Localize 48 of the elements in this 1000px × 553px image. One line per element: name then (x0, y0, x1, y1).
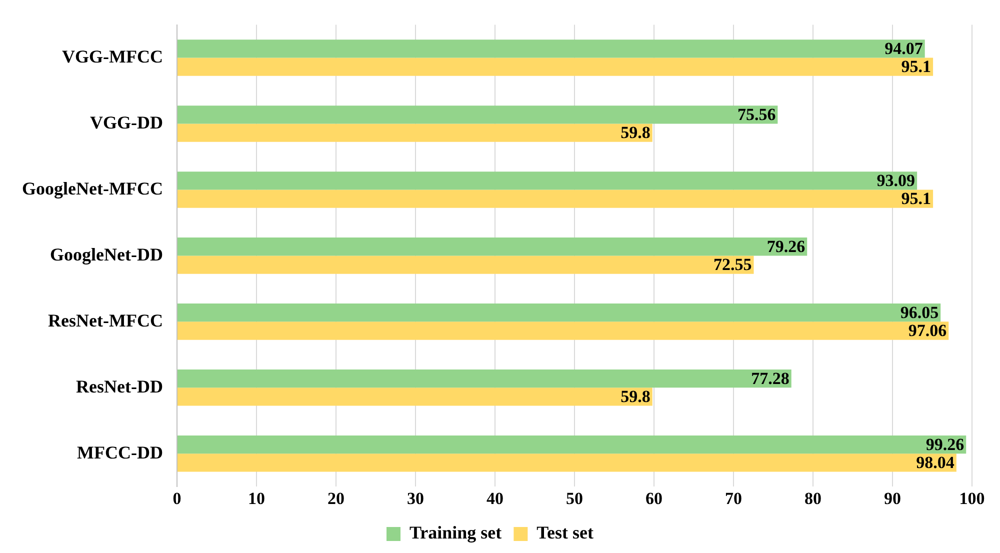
x-tick-label: 100 (959, 489, 985, 508)
data-label: 77.28 (751, 368, 790, 388)
x-tick-label: 20 (327, 489, 344, 508)
data-label: 93.09 (876, 171, 916, 190)
data-label: 95.1 (901, 189, 932, 208)
bar (177, 370, 792, 388)
bar (177, 388, 652, 406)
data-label: 99.26 (926, 434, 964, 454)
data-label: 79.26 (766, 237, 806, 256)
legend-label: Test set (536, 522, 594, 543)
bar (177, 238, 808, 256)
y-tick-label: ResNet-DD (76, 376, 163, 396)
bar (177, 304, 941, 322)
bar (177, 172, 918, 190)
legend-label: Training set (410, 522, 502, 543)
y-tick-label: VGG-DD (90, 112, 163, 132)
x-tick-label: 90 (884, 489, 901, 508)
x-tick-label: 30 (406, 489, 424, 508)
bar (177, 40, 925, 58)
data-label: 94.07 (884, 39, 924, 58)
bar (177, 58, 934, 76)
data-label: 96.05 (900, 302, 939, 322)
bar (177, 124, 652, 142)
y-tick-label: MFCC-DD (76, 442, 163, 462)
data-label: 95.1 (901, 57, 932, 76)
bar (177, 190, 934, 208)
data-label: 72.55 (714, 255, 752, 274)
y-tick-label: ResNet-MFCC (48, 310, 163, 330)
x-tick-label: 60 (645, 489, 662, 508)
x-tick-label: 40 (486, 489, 504, 508)
y-tick-label: VGG-MFCC (62, 46, 163, 66)
bar (177, 454, 956, 472)
x-tick-label: 10 (248, 489, 265, 508)
x-tick-label: 0 (172, 489, 182, 508)
x-tick-label: 80 (804, 489, 822, 508)
bar (177, 435, 966, 454)
data-label: 59.8 (620, 123, 650, 142)
data-label: 97.06 (908, 321, 947, 340)
data-label: 98.04 (916, 453, 955, 472)
bar (177, 322, 949, 340)
data-label: 59.8 (620, 387, 650, 406)
x-tick-label: 50 (566, 489, 583, 508)
y-tick-label: GoogleNet-DD (50, 244, 163, 264)
bar (177, 106, 778, 124)
y-tick-label: GoogleNet-MFCC (22, 178, 163, 198)
data-label: 75.56 (737, 105, 776, 124)
x-tick-label: 70 (724, 489, 742, 508)
bar (177, 256, 754, 274)
